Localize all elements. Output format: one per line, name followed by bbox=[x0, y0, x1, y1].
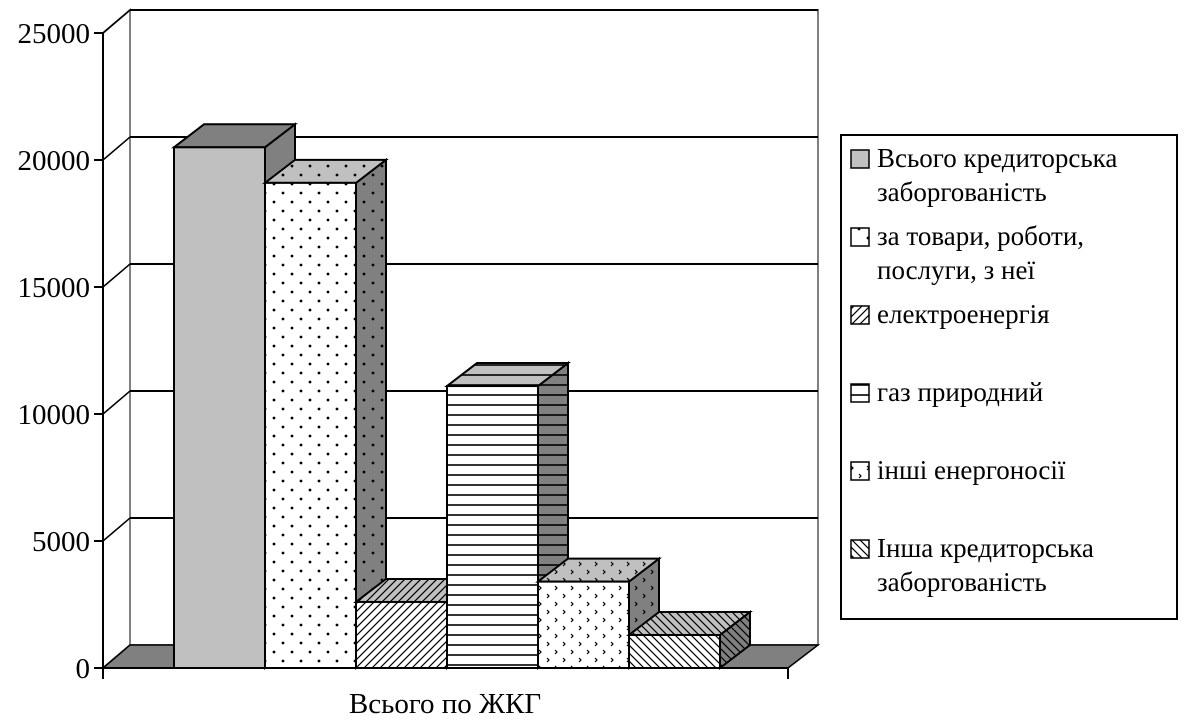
bar-6-front bbox=[628, 633, 721, 669]
legend-item-3: електроенергія bbox=[850, 299, 1050, 329]
bar-1-front bbox=[173, 146, 266, 670]
legend: Всього кредиторська заборгованість за това… bbox=[850, 143, 1117, 597]
legend-swatch bbox=[850, 539, 870, 559]
legend-label: газ природний bbox=[877, 377, 1043, 407]
bars bbox=[171, 122, 753, 671]
bar-4-front bbox=[446, 385, 539, 669]
legend-item-2: за товари, роботи, послуги, з неї bbox=[850, 221, 1084, 285]
legend-swatch bbox=[850, 461, 870, 481]
legend-box bbox=[840, 134, 1178, 620]
bar-2-front bbox=[264, 181, 357, 670]
legend-label: електроенергія bbox=[877, 299, 1050, 329]
y-ticks: 0 5000 10000 15000 20000 25000 bbox=[18, 18, 103, 685]
bar-5-front bbox=[537, 580, 630, 670]
legend-label: за товари, роботи, послуги, з неї bbox=[877, 221, 1084, 285]
legend-item-5: інші енергоносії bbox=[850, 455, 1066, 485]
y-tick-label: 25000 bbox=[18, 18, 91, 50]
legend-swatch bbox=[850, 227, 870, 247]
legend-label: Інша кредиторська заборгованість bbox=[877, 533, 1094, 597]
legend-swatch bbox=[850, 149, 870, 169]
legend-item-6: Інша кредиторська заборгованість bbox=[850, 533, 1094, 597]
gridline-side-4 bbox=[102, 136, 131, 161]
bar-2 bbox=[262, 157, 389, 671]
y-tick-label: 5000 bbox=[32, 526, 90, 558]
y-tick-label: 20000 bbox=[18, 145, 91, 177]
bar-6 bbox=[626, 609, 753, 671]
gridline-side-1 bbox=[102, 517, 131, 542]
bar-3-front bbox=[355, 600, 448, 670]
legend-label: інші енергоносії bbox=[877, 455, 1066, 485]
legend-item-4: газ природний bbox=[850, 377, 1043, 407]
plot-side-wall bbox=[102, 7, 131, 671]
legend-label: Всього кредиторська заборгованість bbox=[877, 143, 1117, 207]
gridline-side-2 bbox=[102, 390, 131, 415]
y-tick-label: 10000 bbox=[18, 399, 91, 431]
legend-item-1: Всього кредиторська заборгованість bbox=[850, 143, 1117, 207]
legend-swatch bbox=[850, 383, 870, 403]
gridline-side-5 bbox=[102, 9, 131, 34]
y-tick-label: 15000 bbox=[18, 272, 91, 304]
y-tick-label: 0 bbox=[76, 653, 91, 685]
gridline-side-3 bbox=[102, 263, 131, 288]
legend-swatch bbox=[850, 305, 870, 325]
category-label: Всього по ЖКГ bbox=[349, 688, 541, 720]
